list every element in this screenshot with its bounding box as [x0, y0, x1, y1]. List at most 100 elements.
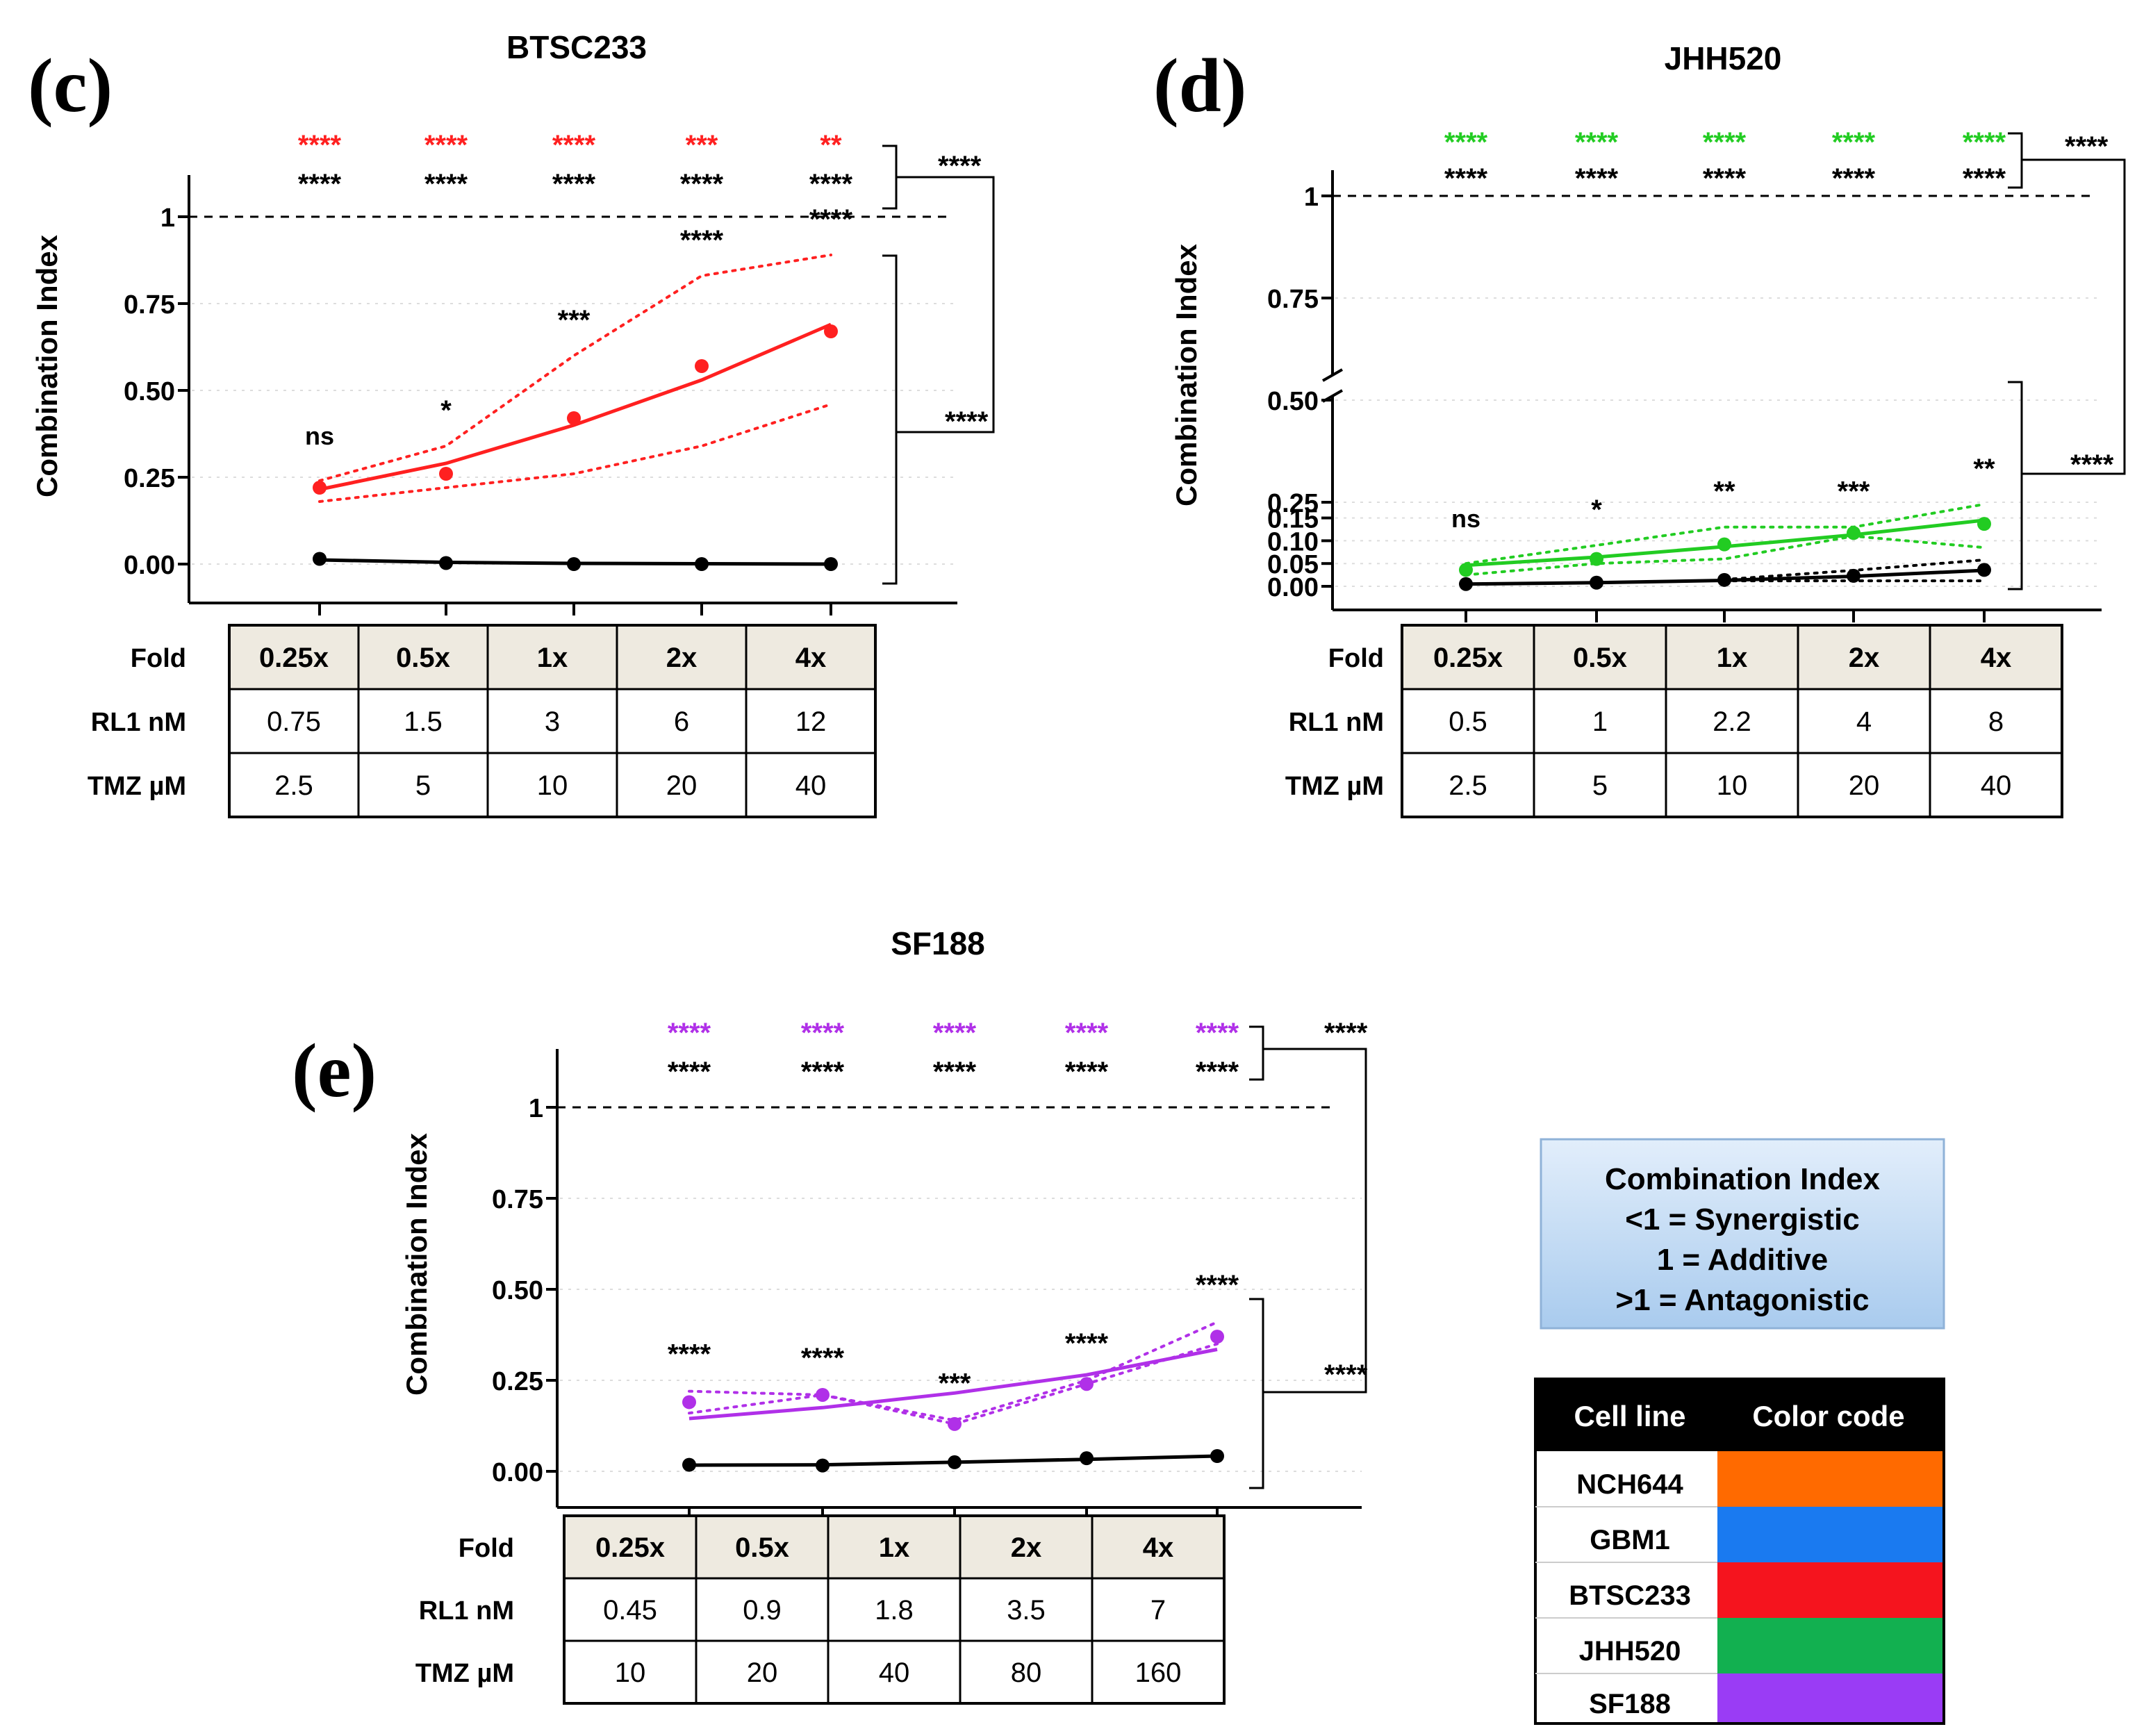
data-point — [695, 359, 709, 373]
data-point — [1590, 552, 1603, 566]
bracket-top — [1249, 1025, 1264, 1081]
bracket-top-label: **** — [938, 151, 982, 181]
ci-band-upper — [688, 1321, 1219, 1422]
significance-label-point: **** — [680, 225, 724, 256]
color-legend-swatch — [1717, 1507, 1944, 1562]
panel-e: (e) SF188 Combination Index 0.00 0.25 0.50… — [292, 925, 1368, 1705]
table-cell: 3.5 — [1007, 1595, 1046, 1626]
table-cell: 5 — [1592, 770, 1608, 801]
plot-area: 0.250.500.7510.000.050.100.15********ns*… — [1267, 127, 2126, 622]
significance-stars-black: **** — [668, 1057, 711, 1087]
ci-band-lower — [318, 403, 832, 503]
table-cell: 1x — [537, 643, 568, 673]
ci-band-upper — [1465, 502, 1986, 565]
data-point — [816, 1387, 830, 1402]
data-point — [816, 1458, 830, 1473]
significance-label-point: ** — [1973, 454, 1995, 484]
color-legend-row-label: SF188 — [1589, 1689, 1671, 1719]
color-code-legend: Cell line Color code NCH644 GBM1 BTSC233… — [1534, 1378, 1945, 1725]
table-cell: 0.9 — [743, 1595, 782, 1626]
color-legend-row-label: BTSC233 — [1569, 1580, 1691, 1611]
chart-title: BTSC233 — [506, 29, 647, 65]
significance-stars-black: **** — [809, 169, 853, 199]
significance-stars-colored: **** — [424, 130, 468, 160]
table-cell: 1x — [1717, 643, 1748, 673]
chart-title: SF188 — [891, 925, 985, 961]
table-cell: 20 — [666, 770, 698, 801]
y-tick-label: 0.15 — [1267, 505, 1319, 534]
bracket-top — [2008, 132, 2023, 189]
table-cell: 1 — [1592, 706, 1608, 737]
y-tick-label: 0.50 — [124, 377, 175, 406]
significance-stars-colored: **** — [552, 130, 596, 160]
bracket-bottom — [2008, 381, 2023, 590]
table-cell: 0.5 — [1449, 706, 1487, 737]
table-cell: 0.5x — [396, 643, 450, 673]
data-point — [313, 552, 327, 566]
significance-label-point: **** — [801, 1343, 845, 1373]
y-tick-label: 0.25 — [1267, 489, 1319, 518]
data-point — [567, 557, 581, 571]
bracket-bottom-label: **** — [2070, 449, 2114, 480]
y-tick-label: 0.25 — [124, 464, 175, 493]
y-tick-label: 1 — [529, 1094, 543, 1123]
y-tick-label: 0.75 — [1267, 285, 1319, 314]
color-legend-swatch — [1717, 1673, 1944, 1723]
table-header-bg — [229, 625, 875, 689]
color-legend-swatch — [1717, 1451, 1944, 1507]
significance-stars-black: **** — [1444, 163, 1488, 194]
table-border — [563, 1514, 1226, 1705]
table-row-label: Fold — [131, 644, 186, 673]
table-cell: 0.25x — [259, 643, 329, 673]
table-cell: 7 — [1150, 1595, 1166, 1626]
significance-label-point: *** — [1838, 477, 1870, 507]
table-cell: 2.5 — [1449, 770, 1487, 801]
table-row-label: RL1 nM — [419, 1596, 514, 1626]
table-cell: 40 — [795, 770, 827, 801]
panel-label: (c) — [28, 43, 113, 128]
data-point — [1459, 563, 1473, 577]
significance-stars-colored: **** — [1832, 127, 1876, 158]
dose-table: Fold 0.25x 0.5x 1x 2x 4x RL1 nM 0.45 0.9 1.8 3.5 7 T… — [415, 1514, 1226, 1705]
data-point — [439, 556, 453, 570]
significance-label-point: ns — [305, 422, 334, 450]
table-cell: 10 — [615, 1658, 646, 1688]
color-legend-row-label: JHH520 — [1579, 1636, 1681, 1667]
table-cell: 4x — [1143, 1532, 1174, 1563]
y-tick-label: 0.00 — [492, 1458, 543, 1487]
data-point — [1977, 563, 1991, 577]
table-row-label: TMZ µM — [1285, 772, 1384, 801]
significance-label-point: * — [1591, 495, 1602, 525]
table-cell: 2.2 — [1713, 706, 1751, 737]
data-point — [1210, 1330, 1224, 1344]
significance-stars-colored: **** — [1575, 127, 1619, 158]
significance-label-point: **** — [809, 204, 853, 235]
significance-stars-black: **** — [552, 169, 596, 199]
significance-label-point: **** — [668, 1339, 711, 1370]
significance-stars-colored: **** — [1963, 127, 2006, 158]
ci-band-lower — [1465, 534, 1986, 577]
significance-label-point: **** — [1196, 1270, 1239, 1300]
table-cell: 6 — [674, 706, 689, 737]
ci-band-upper — [318, 254, 832, 482]
table-cell: 0.25x — [595, 1532, 665, 1563]
table-cell: 20 — [1849, 770, 1880, 801]
y-axis-label: Combination Index — [400, 1132, 433, 1396]
bracket-bottom — [1249, 1298, 1264, 1489]
significance-label-point: * — [440, 395, 452, 426]
y-tick-label: 0.50 — [1267, 387, 1319, 416]
significance-stars-black: **** — [424, 169, 468, 199]
significance-stars-colored: **** — [801, 1018, 845, 1048]
data-point — [1210, 1448, 1224, 1463]
table-header-bg — [564, 1516, 1224, 1578]
table-cell: 1.5 — [404, 706, 443, 737]
significance-stars-colored: **** — [933, 1018, 977, 1048]
significance-stars-black: **** — [933, 1057, 977, 1087]
y-tick-label: 0.10 — [1267, 527, 1319, 556]
bracket-top-label: **** — [2065, 131, 2109, 162]
bracket-top-label: **** — [1324, 1018, 1368, 1048]
significance-stars-black: **** — [801, 1057, 845, 1087]
y-tick-label: 0.50 — [492, 1276, 543, 1305]
table-cell: 5 — [415, 770, 431, 801]
ci-legend-line: >1 = Antagonistic — [1615, 1283, 1869, 1317]
